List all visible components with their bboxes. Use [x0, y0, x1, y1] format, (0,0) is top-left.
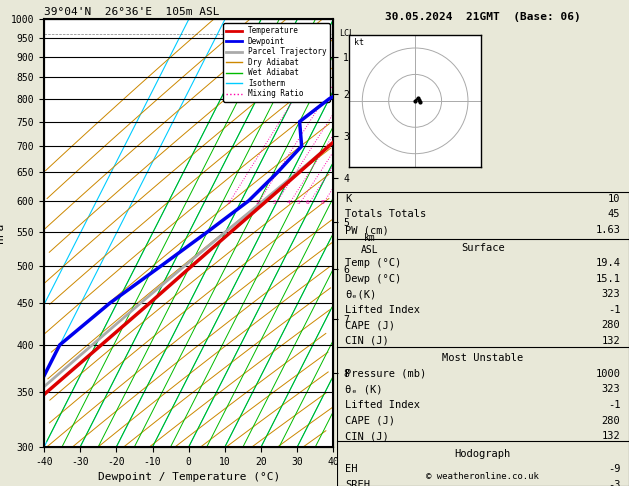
X-axis label: Dewpoint / Temperature (°C): Dewpoint / Temperature (°C) — [97, 472, 280, 483]
Text: Surface: Surface — [461, 243, 504, 253]
Text: 39°04'N  26°36'E  105m ASL: 39°04'N 26°36'E 105m ASL — [44, 7, 220, 17]
Text: 30.05.2024  21GMT  (Base: 06): 30.05.2024 21GMT (Base: 06) — [385, 12, 581, 22]
Text: -1: -1 — [608, 305, 620, 315]
Text: 8: 8 — [320, 200, 324, 205]
Text: 6: 6 — [306, 200, 309, 205]
Text: 3: 3 — [273, 200, 277, 205]
Text: CIN (J): CIN (J) — [345, 431, 389, 441]
Text: 4: 4 — [286, 200, 290, 205]
Y-axis label: hPa: hPa — [0, 223, 5, 243]
Text: 10: 10 — [608, 194, 620, 204]
Y-axis label: km
ASL: km ASL — [361, 233, 379, 255]
Text: 323: 323 — [601, 289, 620, 299]
Text: 280: 280 — [601, 320, 620, 330]
Text: -1: -1 — [608, 400, 620, 410]
Text: © weatheronline.co.uk: © weatheronline.co.uk — [426, 472, 539, 481]
Text: 132: 132 — [601, 431, 620, 441]
Text: CAPE (J): CAPE (J) — [345, 320, 395, 330]
Text: -3: -3 — [608, 480, 620, 486]
Text: Hodograph: Hodograph — [455, 449, 511, 459]
Text: 1.63: 1.63 — [595, 225, 620, 235]
Text: 323: 323 — [601, 384, 620, 395]
Text: 5: 5 — [297, 200, 301, 205]
Text: 45: 45 — [608, 209, 620, 220]
Text: 1000: 1000 — [595, 369, 620, 379]
Text: 280: 280 — [601, 416, 620, 426]
Text: SREH: SREH — [345, 480, 370, 486]
Text: 2: 2 — [255, 200, 259, 205]
Text: -9: -9 — [608, 464, 620, 474]
Text: kt: kt — [354, 38, 364, 47]
Text: CAPE (J): CAPE (J) — [345, 416, 395, 426]
Text: 15.1: 15.1 — [595, 274, 620, 284]
Text: 19.4: 19.4 — [595, 258, 620, 268]
Text: Dewp (°C): Dewp (°C) — [345, 274, 401, 284]
Text: K: K — [345, 194, 352, 204]
Text: Lifted Index: Lifted Index — [345, 305, 420, 315]
Text: 1: 1 — [226, 200, 230, 205]
Legend: Temperature, Dewpoint, Parcel Trajectory, Dry Adiabat, Wet Adiabat, Isotherm, Mi: Temperature, Dewpoint, Parcel Trajectory… — [223, 23, 330, 102]
Text: θₑ (K): θₑ (K) — [345, 384, 383, 395]
Text: PW (cm): PW (cm) — [345, 225, 389, 235]
Text: Lifted Index: Lifted Index — [345, 400, 420, 410]
Text: CIN (J): CIN (J) — [345, 336, 389, 346]
Text: 132: 132 — [601, 336, 620, 346]
Text: EH: EH — [345, 464, 358, 474]
Text: Pressure (mb): Pressure (mb) — [345, 369, 426, 379]
Text: LCL: LCL — [339, 30, 354, 38]
Text: Totals Totals: Totals Totals — [345, 209, 426, 220]
Text: Most Unstable: Most Unstable — [442, 353, 523, 364]
Text: Temp (°C): Temp (°C) — [345, 258, 401, 268]
Text: θₑ(K): θₑ(K) — [345, 289, 377, 299]
